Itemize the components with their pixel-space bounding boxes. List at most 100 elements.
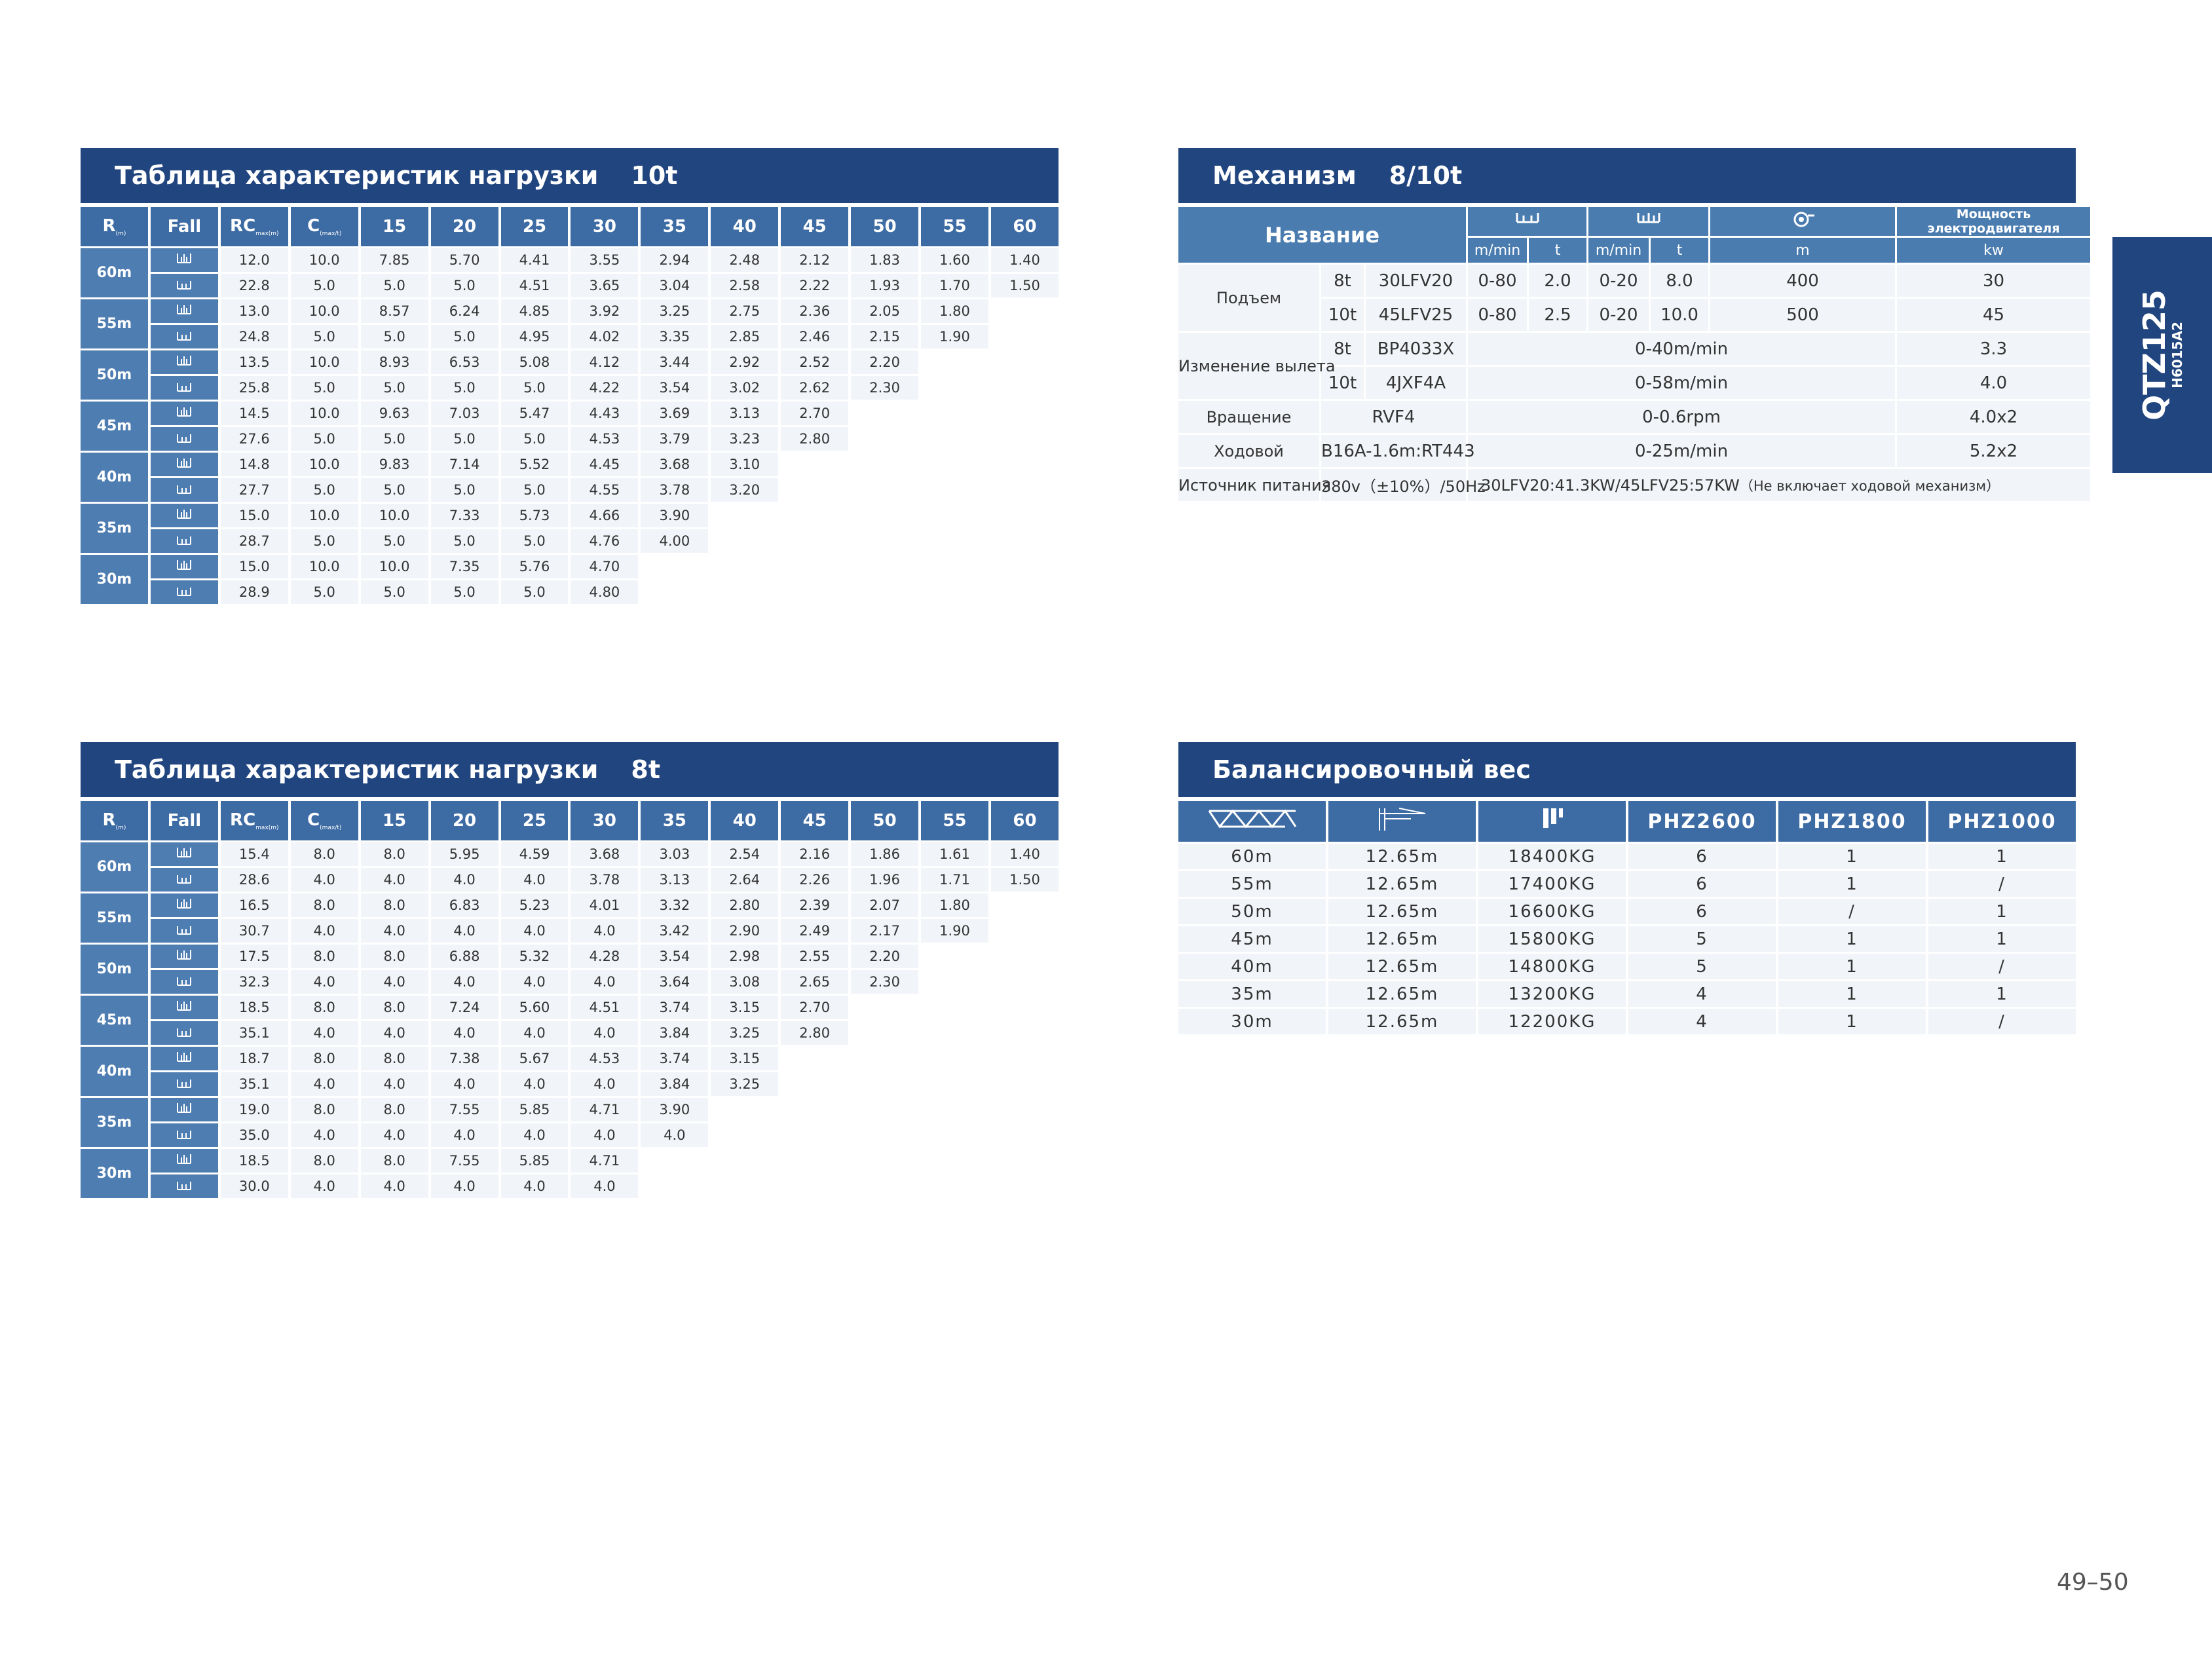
empty-cell: [641, 1174, 708, 1198]
value-cell: 3.90: [641, 504, 709, 527]
fall-cell: [150, 1174, 218, 1198]
row: 35m 12.65m 13200KG 4 1 1: [1178, 981, 2076, 1007]
header-row: PHZ2600 PHZ1800 PHZ1000: [1178, 801, 2076, 842]
empty-cell: [851, 580, 918, 604]
value-cell: 15.0: [220, 555, 288, 578]
radius-cell: 30m: [81, 1149, 148, 1198]
value-cell: 7.35: [430, 555, 498, 578]
value-cell: 4.0: [290, 1072, 358, 1096]
row: 27.6 5.0 5.0 5.0 5.0 4.53 3.79 3.23 2.80: [81, 427, 1059, 451]
value-cell: 12.0: [220, 248, 288, 272]
cell: 1: [1928, 899, 2076, 924]
empty-cell: [921, 1149, 988, 1173]
title-bar: Таблица характеристик нагрузки 8t: [81, 742, 1059, 797]
fall-icon: [177, 1079, 192, 1088]
value-cell: 3.92: [571, 299, 639, 323]
empty-cell: [991, 970, 1059, 994]
header-cell: 55: [921, 801, 988, 840]
value-cell: 35.0: [220, 1123, 288, 1147]
value-cell: 1.96: [851, 868, 919, 892]
value-cell: 8.0: [290, 996, 358, 1019]
value-cell: 8.0: [360, 1047, 428, 1070]
empty-cell: [991, 376, 1059, 400]
icon-cell: [1710, 207, 1896, 236]
cell: Источник питания: [1178, 469, 1331, 501]
fall-cell: [150, 842, 218, 866]
value-cell: 5.0: [290, 325, 358, 348]
value-cell: 3.25: [711, 1072, 779, 1096]
empty-cell: [921, 1021, 988, 1045]
balance-block: Балансировочный вес PHZ2600 PHZ1800 PHZ100…: [1178, 742, 2076, 1036]
cell: 6: [1628, 844, 1776, 869]
header-cell: 30: [571, 207, 639, 246]
empty-cell: [781, 529, 848, 553]
value-cell: 5.0: [500, 427, 569, 451]
empty-cell: [921, 1098, 988, 1121]
header-text: C: [307, 810, 320, 830]
empty-cell: [851, 1123, 918, 1147]
radius-cell: 50m: [81, 350, 148, 400]
value-cell: 1.93: [851, 274, 919, 297]
value-cell: 3.65: [571, 274, 639, 297]
value-cell: 4.0: [500, 1072, 569, 1096]
fall-cell: [150, 504, 218, 527]
header-cell: 35: [641, 207, 709, 246]
value-cell: 5.85: [500, 1149, 569, 1173]
fall-icon: [177, 1102, 192, 1113]
header-cell: 55: [921, 207, 988, 246]
hoist-icon: [1637, 213, 1660, 223]
header-sub: (max/t): [320, 825, 342, 832]
unit-cell: t: [1651, 238, 1709, 263]
empty-cell: [921, 970, 988, 994]
value-cell: 4.71: [571, 1098, 639, 1121]
fall-icon: [177, 1154, 192, 1164]
value-cell: 3.69: [641, 402, 709, 425]
row: 27.7 5.0 5.0 5.0 5.0 4.55 3.78 3.20: [81, 478, 1059, 502]
value-cell: 2.70: [781, 402, 849, 425]
radius-cell: 45m: [81, 996, 148, 1045]
cell: 6: [1628, 899, 1776, 924]
cell: Вращение: [1178, 401, 1319, 433]
cell: 5: [1628, 954, 1776, 979]
value-cell: 4.0: [360, 919, 428, 943]
fall-cell: [150, 478, 218, 502]
cell: 5.2x2: [1897, 435, 2091, 467]
cell: 8t: [1321, 265, 1364, 297]
value-cell: 3.04: [641, 274, 709, 297]
cell: 3.3: [1897, 333, 2091, 365]
value-cell: 2.16: [781, 842, 849, 866]
header-cell: 50: [851, 207, 919, 246]
power-note: （Не включает ходовой механизм）: [1739, 478, 2000, 494]
value-cell: 4.0: [500, 970, 569, 994]
value-cell: 5.0: [500, 529, 569, 553]
value-cell: 6.83: [430, 893, 498, 917]
value-cell: 28.6: [220, 868, 288, 892]
fall-icon: [177, 536, 192, 545]
empty-cell: [921, 945, 988, 968]
value-cell: 10.0: [360, 504, 428, 527]
cell: Ходовой: [1178, 435, 1319, 467]
row: 45m 18.5 8.0 8.0 7.24 5.60 4.51 3.74 3.15 2.70: [81, 996, 1059, 1045]
value-cell: 8.0: [360, 1149, 428, 1173]
value-cell: 3.79: [641, 427, 709, 451]
fall-icon: [177, 1130, 192, 1139]
value-cell: 3.35: [641, 325, 709, 348]
radius-cell: 40m: [81, 1047, 148, 1096]
value-cell: 4.0: [290, 1174, 358, 1198]
cell: 4: [1628, 1009, 1776, 1034]
value-cell: 9.63: [360, 402, 428, 425]
header-cell: 20: [430, 801, 498, 840]
fall-cell: [150, 945, 218, 968]
value-cell: 3.44: [641, 350, 709, 374]
fall-icon: [177, 1028, 192, 1037]
row: 55m 16.5 8.0 8.0 6.83 5.23 4.01 3.32 2.80 2.39 2.0…: [81, 893, 1059, 943]
value-cell: 3.25: [641, 299, 709, 323]
value-cell: 4.22: [571, 376, 639, 400]
value-cell: 1.61: [921, 842, 988, 866]
table-capacity: 8t: [631, 755, 661, 784]
fall-cell: [150, 1098, 218, 1121]
fall-cell: [150, 299, 218, 323]
cell: RVF4: [1321, 401, 1467, 433]
cell: 1: [1928, 981, 2076, 1007]
cell: BP4033X: [1366, 333, 1467, 365]
